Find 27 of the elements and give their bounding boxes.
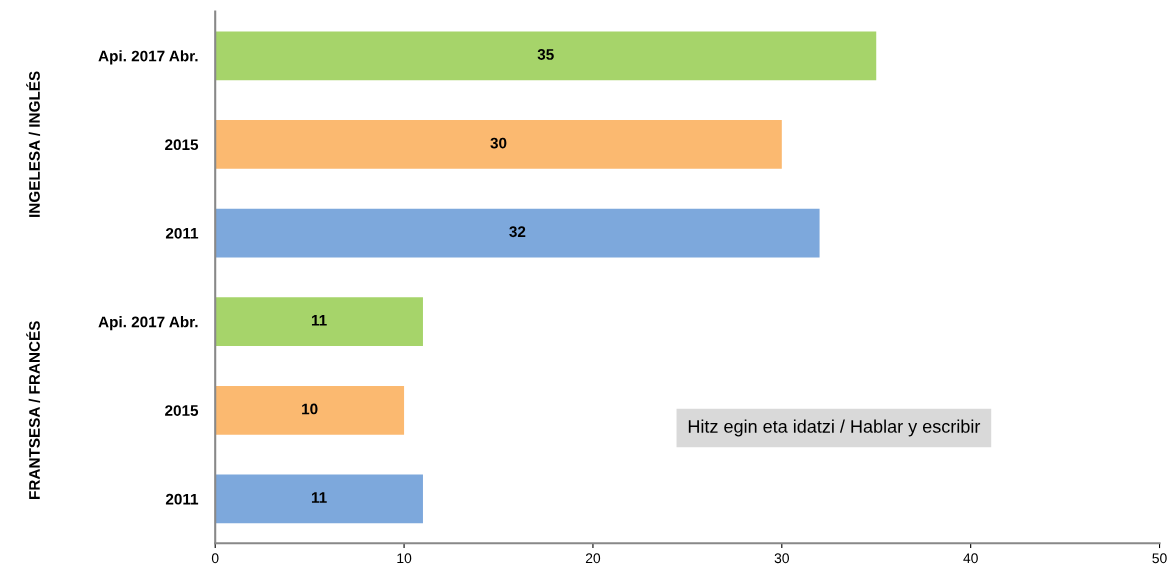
y-tick-label: 2015 [165, 139, 199, 151]
y-tick-label: 2015 [165, 405, 199, 416]
x-tick-label: 0 [211, 553, 219, 564]
x-tick-label: 10 [397, 553, 412, 564]
annotation: Hitz egin eta idatzi / Hablar y escribir [688, 419, 981, 437]
data-label: 30 [490, 137, 507, 149]
data-label: 32 [509, 226, 526, 238]
bar [215, 120, 782, 169]
text: INGELESA / INGLÉS [26, 71, 41, 217]
x-tick-label: 30 [774, 553, 789, 564]
x-tick-label: 50 [1152, 553, 1167, 564]
data-label: 10 [302, 403, 318, 415]
y-tick-label: 2011 [165, 227, 199, 239]
x-tick-label: 20 [585, 553, 601, 564]
y-tick-label: Api. 2017 Abr. [98, 50, 198, 65]
y-tick-label: Api. 2017 Abr. [98, 316, 198, 331]
data-label: 11 [311, 315, 327, 326]
bar [215, 474, 423, 524]
bar [215, 385, 405, 435]
bar [215, 31, 877, 81]
x-tick-label: 40 [963, 553, 978, 564]
text: FRANTSESA / FRANCÉS [26, 321, 41, 499]
data-label: 35 [537, 49, 554, 60]
bar [215, 208, 820, 258]
data-label: 11 [311, 492, 327, 503]
bar [215, 297, 423, 347]
y-tick-label: 2011 [165, 493, 199, 505]
